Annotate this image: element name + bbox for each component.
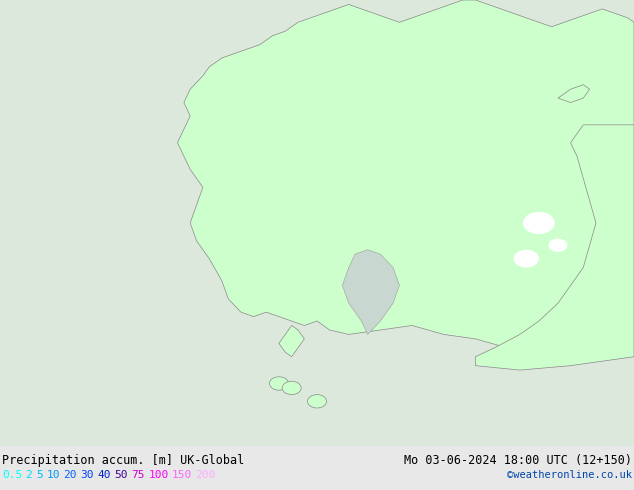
Circle shape [307, 394, 327, 408]
Text: 75: 75 [131, 470, 145, 480]
Circle shape [548, 239, 567, 252]
Polygon shape [178, 0, 634, 357]
Circle shape [282, 381, 301, 394]
Text: 0.5: 0.5 [2, 470, 22, 480]
Text: Mo 03-06-2024 18:00 UTC (12+150): Mo 03-06-2024 18:00 UTC (12+150) [404, 454, 632, 467]
Polygon shape [279, 325, 304, 357]
Text: 2: 2 [25, 470, 32, 480]
Text: Precipitation accum. [m] UK-Global: Precipitation accum. [m] UK-Global [2, 454, 244, 467]
Text: 50: 50 [115, 470, 128, 480]
Polygon shape [342, 250, 399, 334]
Text: 150: 150 [172, 470, 192, 480]
Text: 200: 200 [195, 470, 216, 480]
Circle shape [269, 377, 288, 390]
Text: 100: 100 [148, 470, 169, 480]
Circle shape [523, 212, 555, 234]
Polygon shape [558, 85, 590, 102]
Polygon shape [476, 125, 634, 370]
Text: 40: 40 [98, 470, 111, 480]
Text: 5: 5 [36, 470, 42, 480]
Text: 30: 30 [81, 470, 94, 480]
Circle shape [514, 250, 539, 268]
Text: 20: 20 [63, 470, 77, 480]
Text: 10: 10 [46, 470, 60, 480]
Text: ©weatheronline.co.uk: ©weatheronline.co.uk [507, 470, 632, 480]
